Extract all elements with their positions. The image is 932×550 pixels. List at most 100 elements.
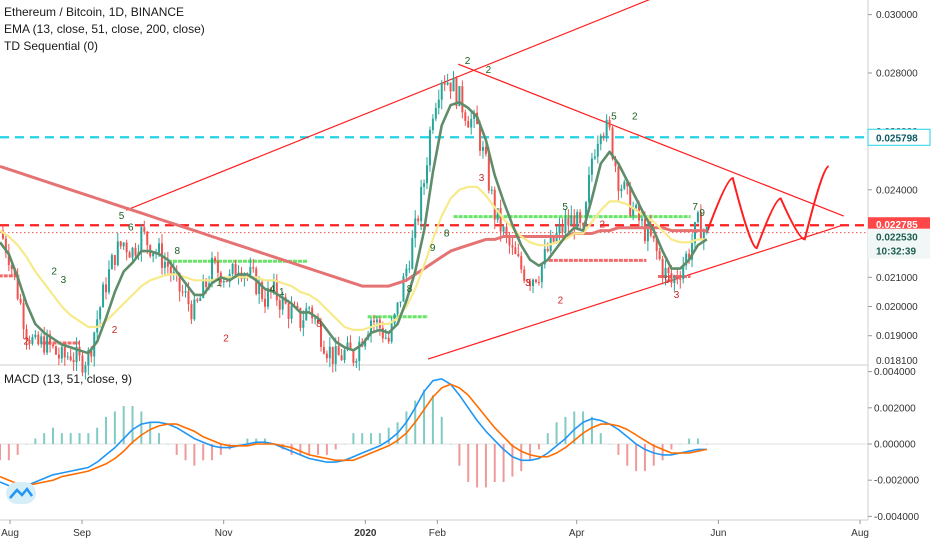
candle [673, 274, 676, 292]
candle [608, 116, 611, 131]
candle-body [7, 252, 10, 266]
candle [682, 256, 685, 284]
macd-line [0, 378, 707, 489]
candle-body [620, 188, 623, 192]
candle [378, 316, 381, 336]
macd-indicator-label[interactable]: MACD (13, 51, close, 9) [4, 372, 133, 386]
candle-body [152, 253, 155, 257]
macd-y-tick-label: 0.004000 [874, 367, 916, 378]
candle-body [534, 279, 537, 282]
candle-body [658, 250, 661, 259]
candle [102, 281, 105, 308]
candle-body [213, 257, 216, 261]
candle-body [623, 181, 626, 189]
candle-body [458, 86, 461, 107]
forecast-wave-path [705, 165, 830, 250]
candle [216, 251, 219, 279]
candle-body [414, 218, 417, 239]
candle [529, 278, 532, 292]
candle [340, 349, 343, 361]
countdown-label: 10:32:39 [876, 247, 916, 258]
candle [428, 126, 431, 172]
macd-histogram-bar [325, 444, 328, 455]
candle-body [526, 280, 529, 282]
x-tick-label: Aug [851, 528, 869, 539]
td-count-label: 3 [61, 275, 67, 286]
candle-body [340, 355, 343, 361]
candle-body [140, 227, 143, 253]
candle [543, 239, 546, 269]
candle [423, 179, 426, 195]
candle-body [640, 218, 643, 221]
candle-body [249, 267, 252, 275]
candle [481, 141, 484, 159]
candle [81, 352, 84, 377]
candle-body [428, 129, 431, 166]
candle-body [434, 108, 437, 119]
macd-histogram-bar [202, 444, 205, 461]
td-sequential-label[interactable]: TD Sequential (0) [4, 39, 99, 53]
candle-body [502, 226, 505, 232]
candle-body [626, 181, 629, 187]
candle [523, 265, 526, 284]
td-count-label: 8 [407, 284, 413, 295]
candle-body [587, 174, 590, 203]
ema-51-line [0, 185, 707, 331]
candle-body [110, 255, 113, 270]
candle-body [599, 135, 602, 144]
candle [337, 336, 340, 356]
ema-indicator-label[interactable]: EMA (13, close, 51, close, 200, close) [4, 22, 205, 36]
td-count-label: 9 [430, 243, 436, 254]
macd-histogram-bar [599, 433, 602, 444]
candle-body [443, 82, 446, 85]
candle-body [196, 299, 199, 301]
candle-body [275, 279, 278, 301]
candle-body [166, 261, 169, 267]
candle-body [696, 212, 699, 223]
candle-body [54, 346, 57, 355]
candle-body [390, 323, 393, 342]
candle [190, 300, 193, 325]
macd-histogram-bar [352, 433, 355, 444]
candle-body [676, 276, 679, 279]
candle [258, 276, 261, 304]
candle [131, 246, 134, 262]
candle [420, 179, 423, 231]
candle [373, 315, 376, 332]
macd-signal-line [0, 383, 707, 487]
candle [667, 266, 670, 283]
candle [587, 166, 590, 211]
td-count-label: 1 [279, 287, 285, 298]
candle [331, 346, 334, 373]
candle-body [205, 279, 208, 288]
candle [31, 334, 34, 346]
td-count-label: 2 [112, 325, 118, 336]
candle-body [440, 82, 443, 100]
candle-body [664, 267, 667, 279]
candle [567, 209, 570, 233]
y-tick-label: 0.021000 [876, 273, 918, 284]
macd-histogram-bar [299, 444, 302, 455]
candle-body [105, 284, 108, 293]
candle-body [222, 280, 225, 283]
macd-histogram-bar [96, 427, 99, 444]
candle-body [187, 291, 190, 305]
candle [290, 296, 293, 324]
price-tag-box [868, 228, 930, 259]
candle [596, 135, 599, 164]
candle-body [452, 77, 455, 92]
candle-body [399, 301, 402, 303]
candle [172, 262, 175, 281]
td-count-label: 5 [562, 202, 568, 213]
candle [452, 71, 455, 92]
macd-histogram-bar [555, 422, 558, 444]
macd-histogram-bar [131, 406, 134, 444]
candle-body [461, 86, 464, 113]
macd-histogram-bar [493, 444, 496, 482]
candle-body [402, 276, 405, 302]
candle-body [682, 265, 685, 280]
candle [602, 132, 605, 141]
candle-body [573, 215, 576, 230]
candle-body [564, 218, 567, 233]
